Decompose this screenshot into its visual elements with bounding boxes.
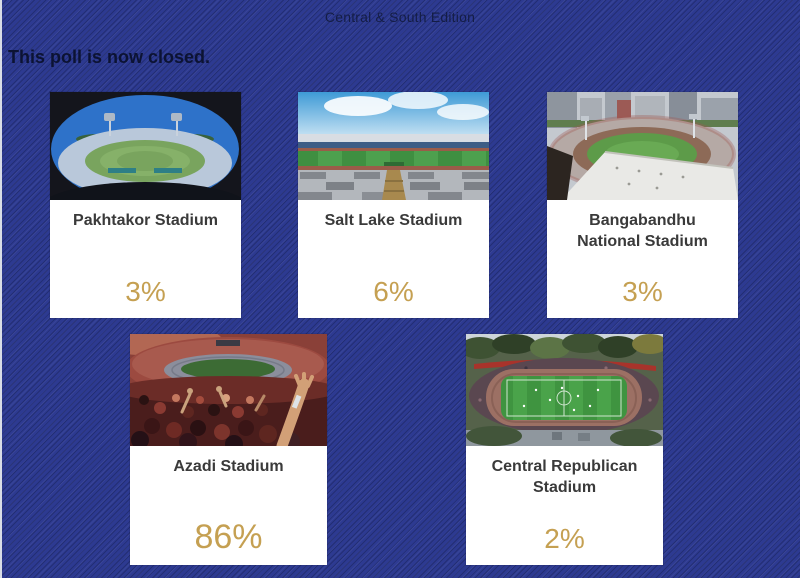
stadium-photo-salt-lake: [298, 92, 489, 200]
page-title: Central & South Edition: [324, 9, 476, 25]
poll-option-percent: 6%: [373, 276, 414, 307]
poll-option-card-central-republican[interactable]: Central Republican Stadium 2%: [466, 334, 663, 565]
poll-closed-message: This poll is now closed.: [8, 47, 211, 67]
poll-option-name: Azadi Stadium: [173, 458, 284, 475]
poll-option-card-salt-lake[interactable]: Salt Lake Stadium 6%: [298, 92, 489, 318]
stadium-photo-bangabandhu: [547, 92, 738, 200]
poll-option-percent: 86%: [194, 518, 263, 556]
poll-option-name: Pakhtakor Stadium: [73, 212, 218, 229]
poll-option-card-azadi[interactable]: Azadi Stadium 86%: [130, 334, 327, 565]
stadium-photo-pakhtakor: [50, 92, 241, 200]
poll-option-card-pakhtakor[interactable]: Pakhtakor Stadium 3%: [50, 92, 241, 318]
poll-option-name: Central Republican Stadium: [491, 458, 638, 496]
poll-option-name: Salt Lake Stadium: [324, 212, 463, 229]
stadium-photo-central-republican: [466, 334, 663, 446]
poll-option-percent: 3%: [125, 276, 166, 307]
poll-option-percent: 3%: [622, 276, 663, 307]
left-edge-strip: [0, 0, 2, 578]
poll-option-card-bangabandhu[interactable]: Bangabandhu National Stadium 3%: [547, 92, 738, 318]
poll-option-percent: 2%: [544, 523, 585, 554]
stadium-photo-azadi: [130, 334, 327, 446]
poll-option-name: Bangabandhu National Stadium: [577, 212, 708, 250]
